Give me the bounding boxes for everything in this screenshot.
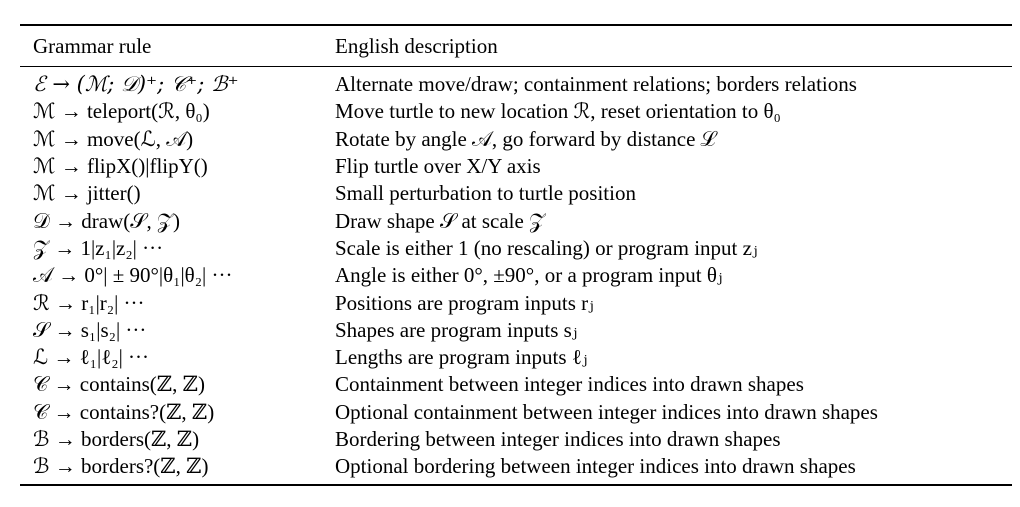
table-row: ℳ → teleport(ℛ, θ₀) Move turtle to new l… (20, 98, 1012, 125)
grammar-rule-cell: 𝒵 → 1|z₁|z₂| ··· (33, 235, 164, 260)
table-row: ℳ → move(ℒ, 𝒜) Rotate by angle 𝒜, go for… (20, 126, 1012, 153)
description-cell: Optional bordering between integer indic… (335, 454, 856, 479)
grammar-rule-cell: 𝒞 → contains?(ℤ, ℤ) (33, 399, 215, 424)
table-row: ℛ → r₁|r₂| ··· Positions are program inp… (20, 289, 1012, 316)
table-header-row: Grammar rule English description (20, 26, 1012, 66)
grammar-rule-cell: ℒ → ℓ₁|ℓ₂| ··· (33, 345, 150, 370)
description-cell: Flip turtle over X/Y axis (335, 154, 541, 179)
table-row: ℰ → (ℳ; 𝒟)⁺; 𝒞⁺; ℬ⁺ Alternate move/draw;… (20, 71, 1012, 98)
table-row: ℒ → ℓ₁|ℓ₂| ··· Lengths are program input… (20, 344, 1012, 371)
table-header-rule (20, 66, 1012, 67)
grammar-rule-cell: ℬ → borders?(ℤ, ℤ) (33, 454, 209, 479)
description-cell: Shapes are program inputs sⱼ (335, 317, 578, 342)
header-english-description: English description (335, 33, 498, 58)
header-grammar-rule: Grammar rule (33, 33, 152, 58)
grammar-rule-cell: ℳ → move(ℒ, 𝒜) (33, 126, 194, 151)
table-row: 𝒵 → 1|z₁|z₂| ··· Scale is either 1 (no r… (20, 235, 1012, 262)
grammar-rule-cell: ℳ → flipX()|flipY() (33, 154, 208, 179)
grammar-rule-cell: 𝒜 → 0°| ± 90°|θ₁|θ₂| ··· (33, 263, 233, 288)
description-cell: Optional containment between integer ind… (335, 399, 878, 424)
grammar-rule-cell: 𝒞 → contains(ℤ, ℤ) (33, 372, 205, 397)
table-row: 𝒮 → s₁|s₂| ··· Shapes are program inputs… (20, 317, 1012, 344)
table-row: ℳ → flipX()|flipY() Flip turtle over X/Y… (20, 153, 1012, 180)
grammar-rule-cell: 𝒮 → s₁|s₂| ··· (33, 317, 147, 342)
table-top-rule (20, 24, 1012, 26)
grammar-rule-cell: ℛ → r₁|r₂| ··· (33, 290, 145, 315)
grammar-table: Grammar rule English description ℰ → (ℳ;… (20, 24, 1012, 487)
description-cell: Positions are program inputs rⱼ (335, 290, 594, 315)
grammar-rule-cell: ℳ → teleport(ℛ, θ₀) (33, 99, 210, 124)
grammar-rule-cell: ℬ → borders(ℤ, ℤ) (33, 427, 200, 451)
description-cell: Bordering between integer indices into d… (335, 427, 781, 451)
description-cell: Rotate by angle 𝒜, go forward by distanc… (335, 126, 716, 151)
description-cell: Alternate move/draw; containment relatio… (335, 72, 857, 97)
table-row: 𝒞 → contains(ℤ, ℤ) Containment between i… (20, 371, 1012, 398)
table-row: 𝒜 → 0°| ± 90°|θ₁|θ₂| ··· Angle is either… (20, 262, 1012, 289)
grammar-rule-cell: 𝒟 → draw(𝒮, 𝒵) (33, 208, 180, 233)
description-cell: Scale is either 1 (no rescaling) or prog… (335, 235, 758, 260)
description-cell: Lengths are program inputs ℓⱼ (335, 345, 588, 370)
description-cell: Draw shape 𝒮 at scale 𝒵 (335, 208, 546, 233)
grammar-rule-cell: ℰ → (ℳ; 𝒟)⁺; 𝒞⁺; ℬ⁺ (33, 72, 239, 97)
description-cell: Small perturbation to turtle position (335, 181, 636, 206)
table-row: 𝒞 → contains?(ℤ, ℤ) Optional containment… (20, 399, 1012, 426)
description-cell: Angle is either 0°, ±90°, or a program i… (335, 263, 723, 288)
table-row: ℬ → borders(ℤ, ℤ) Bordering between inte… (20, 426, 1012, 453)
table-row: ℬ → borders?(ℤ, ℤ) Optional bordering be… (20, 453, 1012, 480)
table-row: 𝒟 → draw(𝒮, 𝒵) Draw shape 𝒮 at scale 𝒵 (20, 207, 1012, 234)
description-cell: Containment between integer indices into… (335, 372, 804, 397)
grammar-rule-cell: ℳ → jitter() (33, 181, 141, 206)
table-bottom-rule (20, 484, 1012, 487)
table-row: ℳ → jitter() Small perturbation to turtl… (20, 180, 1012, 207)
description-cell: Move turtle to new location ℛ, reset ori… (335, 99, 781, 124)
